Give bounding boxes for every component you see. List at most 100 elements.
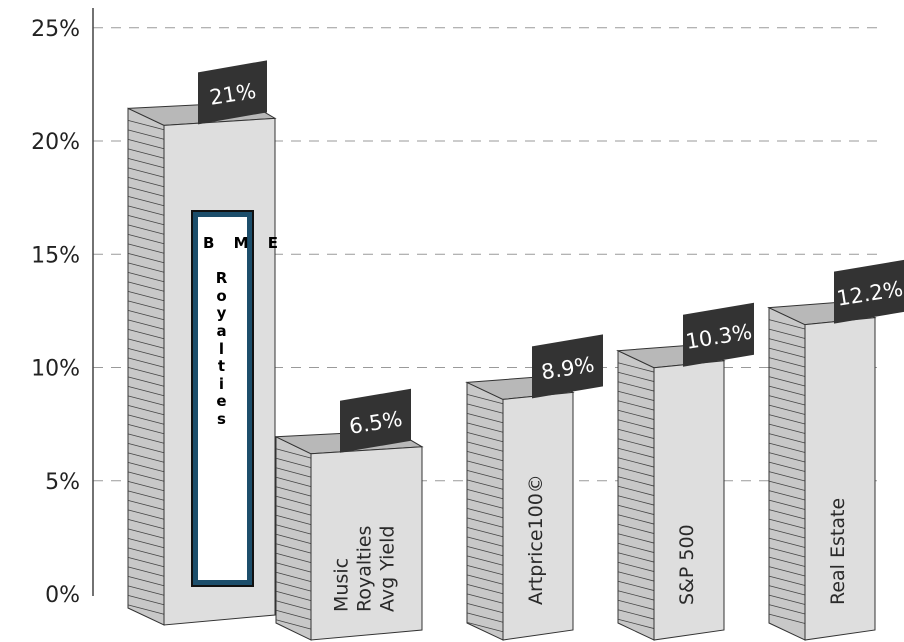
bar-hatch [768, 357, 806, 368]
bar-hatch [127, 433, 165, 444]
y-tick-labels: 0% 5% 10% 15% 20% 25% [31, 17, 80, 608]
bar-hatch [617, 590, 655, 601]
bar-hatch [768, 376, 806, 387]
category-labels: Music Royalties Avg Yield Artprice100© S&P 5… [331, 474, 850, 612]
bar-hatch [127, 461, 165, 473]
data-label-box [340, 388, 411, 453]
bar-hatch [127, 376, 165, 387]
bar-hatch [768, 594, 806, 605]
y-tick-label: 0% [45, 583, 80, 608]
bar-hatch [768, 490, 806, 501]
bar-hatch [127, 243, 165, 254]
bar-hatch [466, 612, 504, 623]
data-label: 6.5% [340, 388, 411, 453]
bar-hatch [617, 599, 655, 610]
bar-hatch [275, 552, 312, 564]
bar-hatch [768, 575, 806, 586]
bar-hatch [768, 613, 806, 624]
bar-hatch [275, 619, 312, 630]
bme-royalties-label: B M E R o y a l t i e s [203, 234, 286, 428]
bar-hatch [617, 533, 655, 544]
bar-hatch [275, 600, 312, 611]
bar-hatch [275, 476, 312, 488]
bar-hatch [127, 148, 165, 159]
bar-hatch [275, 533, 312, 545]
bar-hatch [127, 195, 165, 207]
bar-hatch [768, 509, 806, 520]
bar-hatch [768, 366, 806, 377]
bar-hatch [275, 571, 312, 583]
bar-hatch [275, 524, 312, 535]
bar-hatch [127, 157, 165, 169]
y-tick-label: 10% [31, 357, 80, 382]
bar-hatch [617, 504, 655, 515]
category-label: Music [331, 558, 353, 612]
bar-hatch [127, 119, 165, 131]
bar-hatch [617, 552, 655, 563]
category-label: Avg Yield [377, 526, 399, 612]
bar-hatch [275, 467, 312, 478]
bar-hatch [466, 403, 504, 414]
bar-hatch [127, 338, 165, 349]
bar-hatch [768, 585, 806, 596]
bar-hatch [127, 252, 165, 264]
bar [616, 344, 726, 641]
bar-hatch [127, 528, 165, 539]
bar-hatch [466, 432, 504, 443]
bar-hatch [466, 593, 504, 604]
bar-hatch [617, 409, 655, 420]
bar-hatch [768, 566, 806, 577]
bar-hatch [466, 555, 504, 566]
bar-hatch [127, 186, 165, 197]
y-tick-label: 25% [31, 17, 80, 42]
bar-hatch [768, 404, 806, 415]
bar-hatch [127, 395, 165, 406]
bar-hatch [127, 357, 165, 368]
category-label: S&P 500 [676, 524, 698, 605]
bar-hatch [768, 414, 806, 425]
data-label-box [198, 60, 267, 125]
bar-hatch [617, 419, 655, 430]
data-label: 21% [198, 60, 267, 125]
bar-hatch [466, 394, 504, 405]
bar-hatch [127, 537, 165, 549]
bar-hatch [466, 603, 504, 614]
bar-hatch [127, 556, 165, 568]
bar [275, 430, 424, 641]
bar-hatch [768, 385, 806, 396]
bar-hatch [127, 176, 165, 188]
y-tick-label: 15% [31, 243, 80, 268]
bar-hatch [127, 319, 165, 330]
bar-hatch [127, 328, 165, 340]
y-tick-label: 5% [45, 470, 80, 495]
bar-hatch [768, 471, 806, 482]
bar-hatch [617, 485, 655, 496]
y-tick-label: 20% [31, 130, 80, 155]
bar [767, 301, 877, 641]
bar-hatch [466, 517, 504, 528]
bar-hatch [768, 452, 806, 463]
bar-front-face [310, 446, 423, 641]
bar-hatch [768, 604, 806, 615]
bar-hatch [275, 505, 312, 516]
bar-hatch [127, 423, 165, 435]
bar-hatch [617, 362, 655, 373]
bar-hatch [127, 385, 165, 397]
bar-hatch [768, 547, 806, 558]
bar-hatch [768, 461, 806, 472]
bar-hatch [768, 328, 806, 339]
category-label: Royalties [354, 526, 376, 612]
bar-hatch [466, 622, 504, 633]
data-label: 8.9% [532, 334, 603, 399]
category-label: Real Estate [827, 498, 849, 605]
bar-hatch [768, 528, 806, 539]
bar-hatch [768, 556, 806, 567]
bar-hatch [466, 565, 504, 576]
bar-hatch [275, 448, 312, 459]
bar-hatch [127, 594, 165, 606]
bar-hatch [466, 508, 504, 519]
bar-hatch [466, 498, 504, 509]
bar-hatch [127, 271, 165, 283]
bar-hatch [617, 390, 655, 401]
bar-hatch [768, 423, 806, 434]
